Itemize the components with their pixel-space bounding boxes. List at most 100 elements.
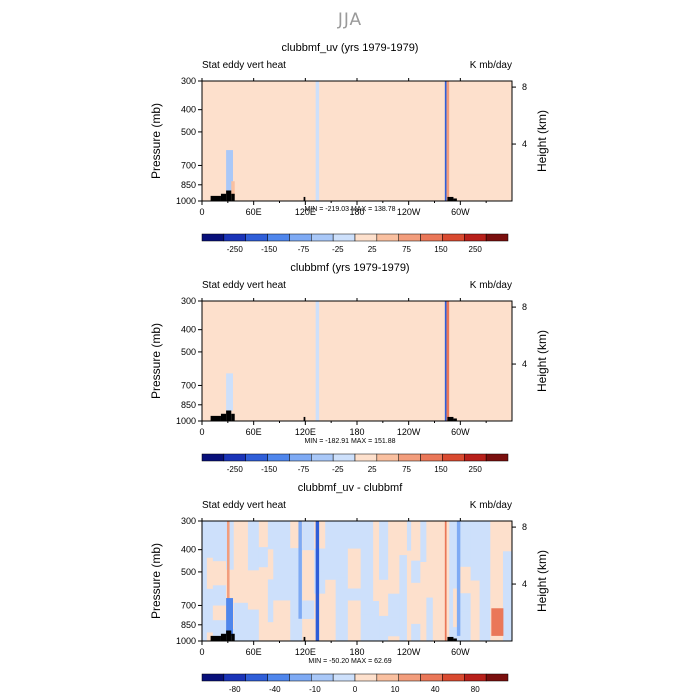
field-cell: [399, 592, 408, 613]
colorbar-box: [267, 673, 290, 682]
colorbar-label: -40: [269, 685, 281, 694]
field-cell: [346, 165, 363, 186]
field-cell: [360, 569, 374, 616]
field-feature: [444, 521, 447, 641]
field-cell: [482, 301, 496, 347]
field-cell: [210, 348, 226, 378]
field-cell: [455, 301, 468, 336]
field-cell: [293, 369, 304, 385]
field-cell: [270, 112, 281, 140]
field-cell: [258, 609, 269, 641]
field-cell: [335, 521, 349, 556]
field-cell: [491, 179, 507, 194]
y-tick-label: 400: [181, 105, 196, 115]
field-cell: [362, 301, 378, 345]
field-cell: [346, 150, 363, 166]
field-cell: [212, 620, 227, 638]
colorbar-box: [464, 233, 487, 242]
x-tick-label: 120W: [397, 207, 421, 217]
field-cell: [206, 600, 214, 618]
field-cell: [447, 131, 465, 161]
field-cell: [430, 124, 448, 171]
field-cell: [293, 383, 304, 396]
colorbar-label: 150: [434, 465, 448, 474]
topography: [220, 193, 227, 201]
colorbar-label: 250: [469, 245, 483, 254]
y-tick-label: 500: [181, 567, 196, 577]
field-cell: [491, 112, 507, 146]
field-cell: [217, 131, 226, 165]
field-cell: [453, 588, 459, 603]
field-cell: [399, 580, 408, 594]
field-cell: [296, 111, 311, 137]
field-cell: [307, 351, 320, 384]
field-cell: [464, 81, 482, 153]
field-cell: [426, 630, 434, 641]
topography: [303, 636, 306, 641]
field-cell: [486, 121, 492, 143]
field-cell: [385, 301, 402, 347]
field-cell: [314, 548, 326, 573]
field-cell: [416, 374, 432, 395]
field-cell: [410, 117, 418, 152]
field-cell: [309, 136, 321, 167]
field-cell: [314, 521, 326, 550]
field-cell: [302, 550, 315, 574]
field-cell: [491, 145, 507, 167]
field-cell: [416, 301, 432, 356]
field-feature: [444, 81, 447, 201]
topography: [447, 196, 454, 201]
field-cell: [504, 363, 512, 388]
field-cell: [332, 190, 348, 201]
field-feature: [315, 301, 320, 421]
colorbar-box: [223, 233, 246, 242]
field-cell: [406, 521, 412, 552]
field-cell: [447, 175, 465, 201]
field-cell: [206, 632, 214, 641]
field-cell: [350, 341, 364, 393]
field-cell: [202, 576, 208, 611]
colorbar-box: [245, 673, 268, 682]
field-cell: [445, 382, 457, 403]
colorbar-label: -10: [309, 685, 321, 694]
topography: [210, 415, 221, 421]
field-cell: [242, 301, 247, 356]
field-cell: [252, 301, 270, 342]
field-feature: [491, 608, 504, 636]
colorbar-box: [311, 233, 334, 242]
colorbar-label: -250: [227, 465, 244, 474]
y-tick-label: 1000: [176, 416, 196, 426]
field-cell: [491, 192, 507, 201]
x-tick-label: 60W: [451, 427, 470, 437]
field-cell: [212, 521, 227, 562]
field-cell: [293, 340, 304, 371]
field-cell: [255, 81, 272, 138]
field-cell: [270, 81, 281, 114]
colorbar-label: -250: [227, 245, 244, 254]
colorbar-box: [201, 453, 225, 462]
field-cell: [205, 177, 213, 201]
field-cell: [246, 355, 254, 369]
x-tick-label: 120E: [295, 427, 316, 437]
field-cell: [269, 394, 282, 421]
field-cell: [267, 622, 274, 632]
field-cell: [296, 81, 311, 112]
field-cell: [212, 81, 218, 130]
panel-title: clubbmf (yrs 1979-1979): [290, 262, 409, 274]
field-cell: [455, 382, 468, 395]
field-cell: [362, 130, 374, 158]
field-cell: [247, 609, 260, 637]
min-max-stats: MIN = -182.91 MAX = 151.88: [304, 438, 395, 445]
y2-tick-label: 8: [522, 522, 527, 532]
right-label: K mb/day: [470, 500, 512, 511]
topography: [226, 630, 232, 641]
field-cell: [293, 413, 304, 421]
colorbar-box: [267, 453, 290, 462]
field-cell: [335, 577, 349, 612]
field-cell: [362, 81, 374, 131]
colorbar-box: [398, 453, 421, 462]
field-cell: [426, 597, 434, 612]
field-cell: [206, 588, 214, 601]
field-cell: [400, 371, 417, 387]
field-cell: [323, 362, 341, 389]
